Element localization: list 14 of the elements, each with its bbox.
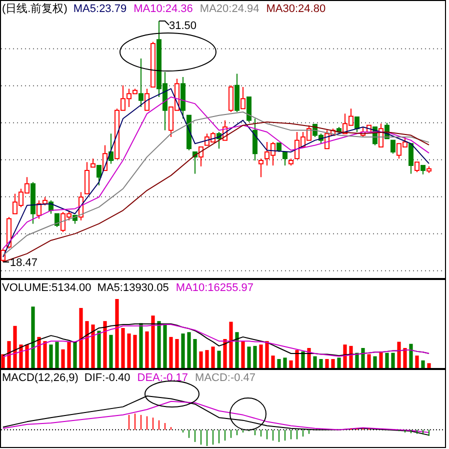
series-label: DEA:-0.17 [137, 372, 188, 384]
text: MA5:23.79 [73, 3, 127, 15]
text: MACD:-0.47 [195, 372, 256, 384]
text: MA10:16255.97 [176, 282, 254, 294]
text: MA30:24.80 [266, 3, 326, 15]
chart-title: VOLUME:5134.00 [2, 282, 92, 294]
series-label: DIF:-0.40 [84, 372, 130, 384]
chart-title: (日线.前复权) [2, 2, 68, 15]
text: MA20:24.94 [200, 3, 260, 15]
chart-title: MACD(12,26,9) [2, 372, 78, 384]
text: MA10:24.36 [134, 3, 193, 15]
text: MA5:13930.05 [97, 282, 169, 294]
annotation: 18.47 [10, 257, 38, 269]
annotation: 31.50 [169, 20, 197, 32]
